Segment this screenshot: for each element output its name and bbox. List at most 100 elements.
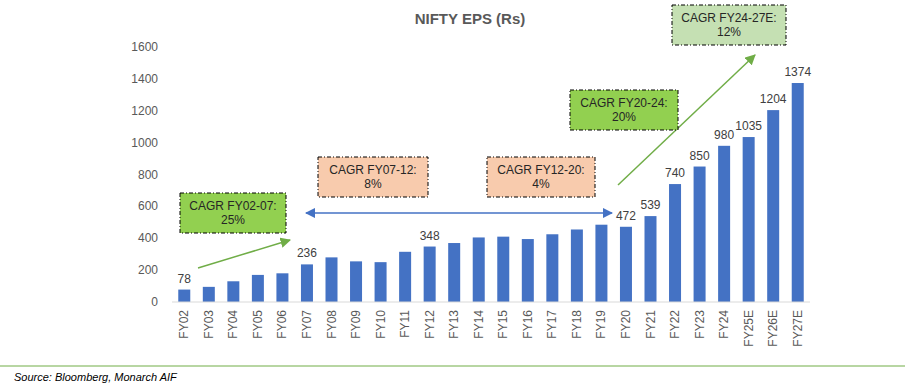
data-label: 1204 [760, 92, 787, 106]
chart: NIFTY EPS (Rs)02004006008001000120014001… [0, 0, 916, 391]
y-tick [168, 238, 171, 239]
data-label: 236 [297, 246, 317, 260]
data-label: 472 [616, 209, 636, 223]
y-tick [168, 270, 171, 271]
x-tick-label: FY26E [766, 310, 780, 347]
y-tick-label: 0 [151, 295, 158, 309]
bar [227, 281, 239, 302]
x-tick-label: FY23 [693, 310, 707, 339]
bar [669, 184, 681, 302]
annotation-box [672, 5, 786, 45]
x-tick-label: FY13 [447, 310, 461, 339]
bar [743, 137, 755, 302]
bar [178, 290, 190, 302]
annotation-box [318, 157, 428, 197]
bar [350, 261, 362, 302]
annotation-text: 12% [717, 25, 741, 39]
bar [620, 227, 632, 302]
x-axis [172, 302, 810, 303]
x-tick-label: FY05 [251, 310, 265, 339]
annotation-text: CAGR FY07-12: [329, 163, 416, 177]
annotation-box [570, 90, 678, 130]
y-tick [168, 47, 171, 48]
annotation-text: 20% [612, 110, 636, 124]
y-tick-label: 200 [138, 263, 158, 277]
y-tick [168, 206, 171, 207]
annotation-text: CAGR FY12-20: [497, 163, 584, 177]
arrow [198, 240, 290, 268]
y-tick [168, 302, 171, 303]
bar [571, 229, 583, 302]
data-label: 348 [420, 229, 440, 243]
bar [694, 167, 706, 302]
annotation-text: 4% [532, 177, 550, 191]
x-tick-label: FY07 [300, 310, 314, 339]
annotation-box [180, 193, 286, 233]
separator [0, 366, 905, 367]
x-tick-label: FY25E [742, 310, 756, 347]
x-tick-label: FY19 [594, 310, 608, 339]
x-tick-label: FY10 [374, 310, 388, 339]
data-label: 78 [178, 272, 192, 286]
x-tick-label: FY16 [521, 310, 535, 339]
data-label: 539 [640, 198, 660, 212]
annotation-text: CAGR FY24-27E: [681, 11, 776, 25]
bar [301, 264, 313, 302]
x-tick-label: FY12 [423, 310, 437, 339]
title: NIFTY EPS (Rs) [415, 10, 526, 27]
x-tick-label: FY22 [668, 310, 682, 339]
source-note: Source: Bloomberg, Monarch AIF [14, 371, 178, 383]
x-tick-label: FY03 [202, 310, 216, 339]
y-tick [168, 110, 171, 111]
x-tick-label: FY09 [349, 310, 363, 339]
bar [375, 262, 387, 302]
annotation-text: 8% [364, 177, 382, 191]
y-tick-label: 600 [138, 199, 158, 213]
bar [448, 243, 460, 302]
x-tick-label: FY02 [177, 310, 191, 339]
x-tick-label: FY15 [496, 310, 510, 339]
x-tick-label: FY17 [545, 310, 559, 339]
bar [595, 225, 607, 302]
bar [399, 252, 411, 302]
x-tick-label: FY06 [275, 310, 289, 339]
x-tick-label: FY08 [325, 310, 339, 339]
bar [424, 247, 436, 302]
x-tick-label: FY20 [619, 310, 633, 339]
y-tick-label: 1200 [131, 104, 158, 118]
arrow [306, 212, 612, 214]
data-label: 980 [714, 128, 734, 142]
x-tick-label: FY21 [644, 310, 658, 339]
y-tick-label: 400 [138, 231, 158, 245]
bar [326, 257, 338, 302]
bar [645, 216, 657, 302]
x-tick-label: FY18 [570, 310, 584, 339]
annotation-text: 25% [221, 213, 245, 227]
bar [497, 237, 509, 302]
y-tick-label: 1600 [131, 40, 158, 54]
data-label: 850 [690, 149, 710, 163]
bar [767, 110, 779, 302]
x-tick-label: FY14 [472, 310, 486, 339]
bar [203, 287, 215, 302]
bar [718, 146, 730, 302]
bar [546, 234, 558, 302]
x-tick-label: FY11 [398, 310, 412, 338]
y-tick-label: 1400 [131, 72, 158, 86]
bar [473, 237, 485, 302]
y-tick [168, 174, 171, 175]
annotation-text: CAGR FY02-07: [189, 199, 276, 213]
bars [178, 83, 803, 302]
annotation-text: CAGR FY20-24: [580, 96, 667, 110]
y-tick-label: 800 [138, 168, 158, 182]
bar [252, 275, 264, 302]
data-label: 740 [665, 166, 685, 180]
data-label: 1035 [735, 119, 762, 133]
bar [522, 239, 534, 302]
y-tick [168, 142, 171, 143]
data-label: 1374 [784, 65, 811, 79]
bar [792, 83, 804, 302]
x-tick-label: FY27E [791, 310, 805, 347]
y-tick [168, 78, 171, 79]
x-tick-label: FY24 [717, 310, 731, 339]
